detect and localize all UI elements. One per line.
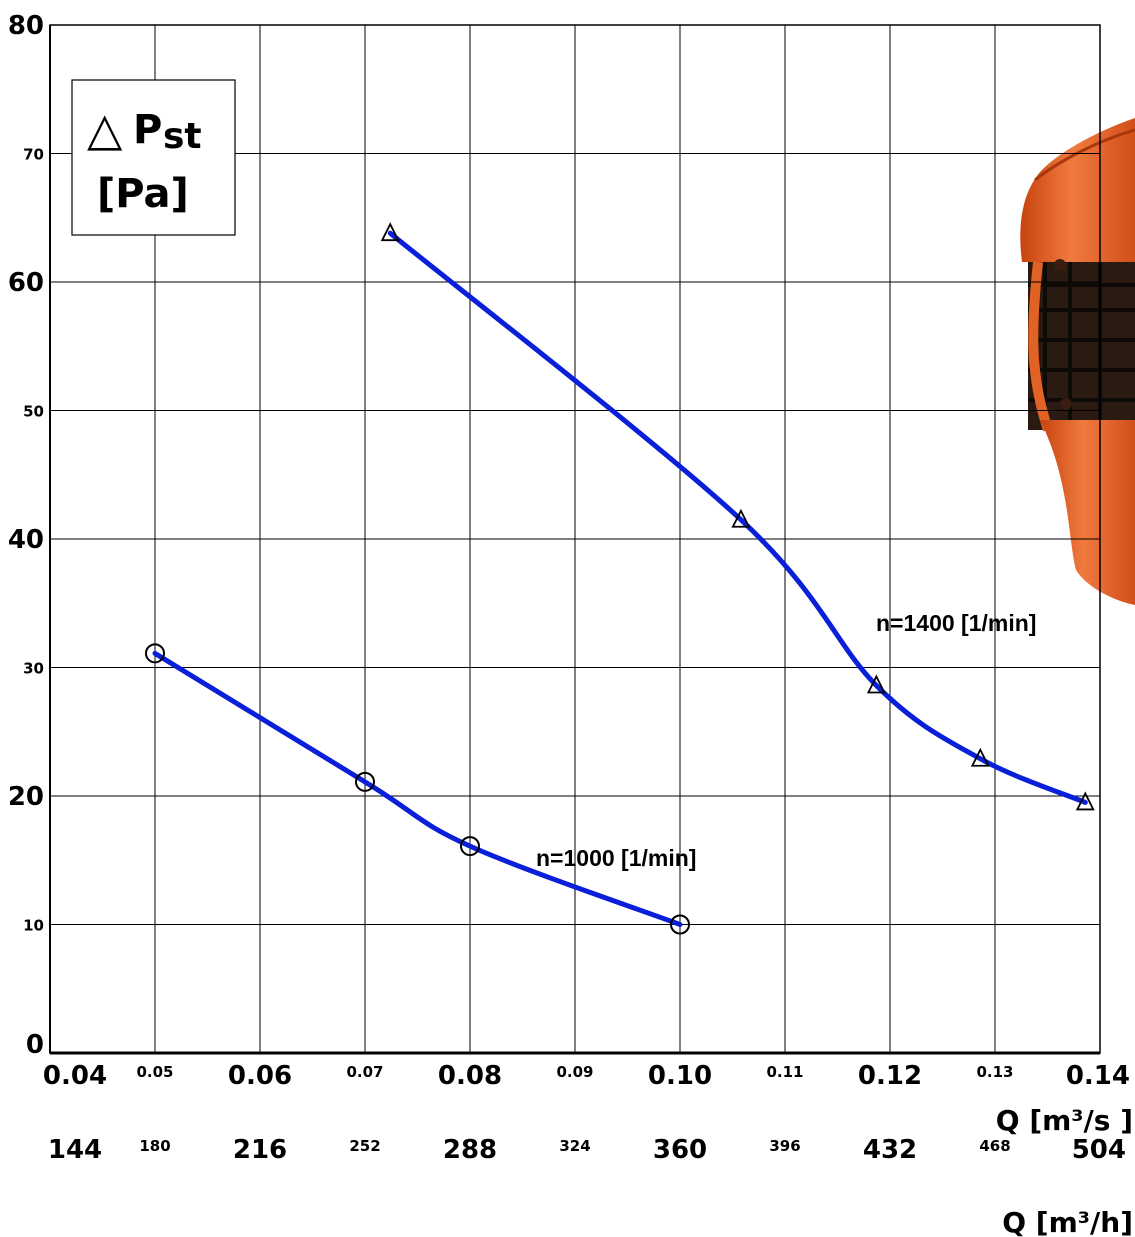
x-tick-label: 0.12 bbox=[858, 1061, 922, 1091]
x-tick-label: 0.06 bbox=[228, 1061, 292, 1091]
y-tick-label: 70 bbox=[23, 146, 44, 164]
y-tick-label: 10 bbox=[23, 917, 44, 935]
x-axis-label-secondary: Q [m³/h] bbox=[1002, 1206, 1133, 1237]
y-tick-label: 30 bbox=[23, 660, 44, 678]
x-tick-label: 0.04 bbox=[43, 1061, 107, 1091]
x-tick-label: 0.10 bbox=[648, 1061, 712, 1091]
x-tick-label: 0.08 bbox=[438, 1061, 502, 1091]
series-label-n1400: n=1400 [1/min] bbox=[876, 610, 1036, 636]
y-tick-label: 60 bbox=[8, 268, 44, 298]
data-point-circle bbox=[460, 836, 480, 857]
series-label-n1000: n=1000 [1/min] bbox=[536, 845, 696, 871]
x-tick-label-secondary: 252 bbox=[349, 1137, 380, 1155]
roof-fan-product-image bbox=[1020, 118, 1135, 605]
x-tick-label: 0.14 bbox=[1066, 1061, 1130, 1091]
data-point-triangle bbox=[866, 674, 886, 694]
data-point-circle bbox=[145, 643, 165, 664]
series-layer bbox=[145, 222, 1095, 935]
y-axis-label-box: △ P st [Pa] bbox=[71, 79, 236, 236]
x-tick-label: 0.13 bbox=[976, 1063, 1013, 1081]
data-point-circle bbox=[355, 771, 375, 792]
y-tick-label: 0 bbox=[26, 1030, 44, 1060]
x-tick-label-secondary: 432 bbox=[863, 1135, 917, 1165]
x-tick-label-secondary: 504 bbox=[1072, 1135, 1126, 1165]
data-point-triangle bbox=[731, 508, 751, 528]
x-tick-label-secondary: 324 bbox=[559, 1137, 590, 1155]
x-tick-label-secondary: 216 bbox=[233, 1135, 287, 1165]
x-tick-label: 0.09 bbox=[556, 1063, 593, 1081]
data-point-triangle bbox=[1075, 791, 1095, 811]
x-tick-label-secondary: 180 bbox=[139, 1137, 170, 1155]
y-axis-label-sub: st bbox=[163, 116, 202, 157]
x-tick-label: 0.11 bbox=[766, 1063, 803, 1081]
grid bbox=[49, 24, 1101, 1055]
x-tick-label: 0.07 bbox=[346, 1063, 383, 1081]
x-tick-label-secondary: 360 bbox=[653, 1135, 707, 1165]
data-point-circle bbox=[670, 914, 690, 935]
y-tick-label: 50 bbox=[23, 403, 44, 421]
delta-icon: △ bbox=[87, 102, 123, 156]
x-tick-label-secondary: 396 bbox=[769, 1137, 800, 1155]
x-tick-label-secondary: 288 bbox=[443, 1135, 497, 1165]
series-line-n1000 bbox=[152, 650, 683, 927]
x-tick-label: 0.05 bbox=[136, 1063, 173, 1081]
y-axis-label-main: P bbox=[133, 107, 162, 153]
y-tick-label: 40 bbox=[8, 525, 44, 555]
axis-ticks: 0.04 0.05 0.06 0.07 0.08 0.09 0.10 0.11 0.12 0.13… bbox=[8, 11, 1130, 1165]
x-tick-label-secondary: 144 bbox=[48, 1135, 102, 1165]
y-tick-label: 20 bbox=[8, 782, 44, 812]
x-axis-label-primary: Q [m³/s ] bbox=[996, 1104, 1133, 1137]
data-point-triangle bbox=[970, 747, 990, 767]
y-axis-label-unit: [Pa] bbox=[97, 171, 189, 217]
x-tick-label-secondary: 468 bbox=[979, 1137, 1010, 1155]
y-tick-label: 80 bbox=[8, 11, 44, 41]
data-point-triangle bbox=[380, 222, 400, 242]
